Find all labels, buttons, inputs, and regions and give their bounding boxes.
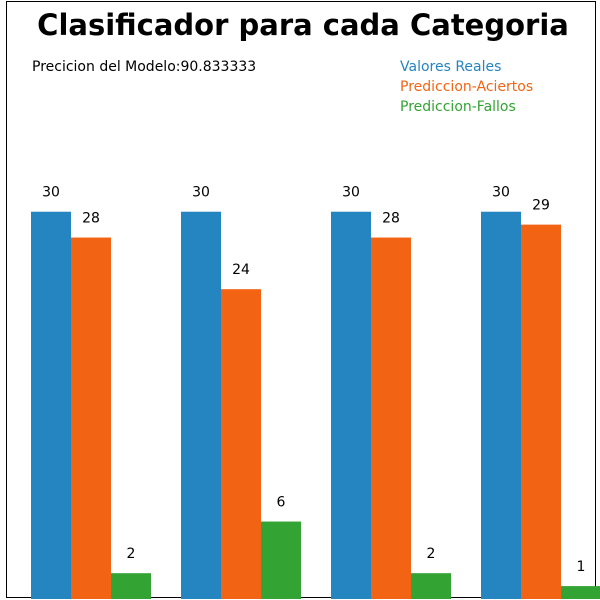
- bar-s1-c1: [31, 211, 71, 599]
- bar-s2-c1: [71, 237, 111, 599]
- bar-s2-c3: [371, 237, 411, 599]
- bar-s3-c1: [111, 573, 151, 599]
- bar-s2-c4: [521, 224, 561, 599]
- value-label-s3-c3: 2: [427, 546, 436, 562]
- bar-s3-c4: [561, 586, 600, 599]
- value-labels: 30 28 2 30 24 6 30 28 2 30 29 1: [42, 185, 585, 575]
- value-label-s3-c2: 6: [277, 495, 286, 511]
- value-label-s2-c2: 24: [232, 262, 250, 278]
- value-label-s1-c3: 30: [342, 185, 360, 201]
- legend: Valores Reales Prediccion-Aciertos Predicc…: [400, 59, 533, 115]
- bar-s1-c4: [481, 211, 521, 599]
- value-label-s1-c1: 30: [42, 185, 60, 201]
- bars: [31, 211, 600, 599]
- bar-s1-c3: [331, 211, 371, 599]
- bar-s3-c2: [261, 521, 301, 599]
- value-label-s3-c1: 2: [127, 546, 136, 562]
- chart-title: Clasificador para cada Categoria: [37, 8, 569, 42]
- value-label-s2-c4: 29: [532, 198, 550, 214]
- value-label-s1-c4: 30: [492, 185, 510, 201]
- value-label-s2-c1: 28: [82, 211, 100, 227]
- bar-s2-c2: [221, 289, 261, 599]
- model-precision: Precicion del Modelo:90.833333: [32, 59, 256, 75]
- value-label-s3-c4: 1: [577, 559, 586, 575]
- value-label-s1-c2: 30: [192, 185, 210, 201]
- bar-s3-c3: [411, 573, 451, 599]
- legend-item-3: Prediccion-Fallos: [400, 99, 516, 115]
- value-label-s2-c3: 28: [382, 211, 400, 227]
- bar-s1-c2: [181, 211, 221, 599]
- legend-item-2: Prediccion-Aciertos: [400, 79, 533, 95]
- legend-item-1: Valores Reales: [400, 59, 501, 75]
